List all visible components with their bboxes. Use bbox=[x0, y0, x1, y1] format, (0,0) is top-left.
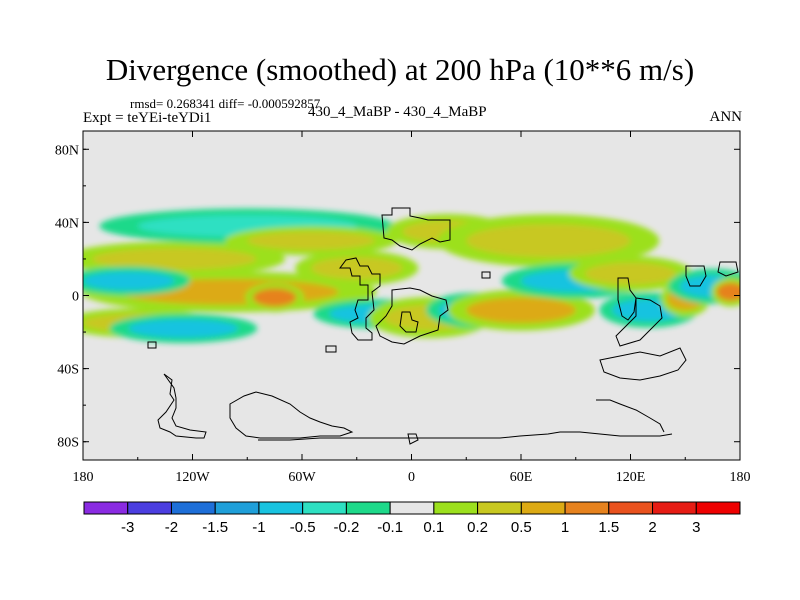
y-tick-label: 40S bbox=[57, 363, 79, 378]
colorbar-label: -0.2 bbox=[333, 519, 359, 536]
colorbar-swatch bbox=[170, 501, 216, 515]
colorbar-swatch bbox=[608, 501, 654, 515]
models-label: 430_4_MaBP - 430_4_MaBP bbox=[308, 104, 487, 120]
colorbar-swatch bbox=[652, 501, 697, 515]
coastline-africa-inner bbox=[399, 311, 419, 333]
x-tick-label: 120E bbox=[616, 470, 646, 485]
colorbar-label: -1.5 bbox=[202, 519, 228, 536]
coastline-antarctica-peninsula bbox=[407, 433, 419, 445]
coastline-south-america bbox=[229, 391, 354, 439]
coastline-south-west bbox=[157, 373, 207, 439]
divergence-field bbox=[83, 208, 740, 344]
coastline-africa bbox=[375, 287, 449, 345]
axis-ticks: 180 120W 60W 0 60E 120E 180 80N 40N 0 40S 80S bbox=[55, 131, 751, 485]
coastline-europe bbox=[381, 207, 451, 251]
colorbar-label: -0.1 bbox=[377, 519, 403, 536]
coastline-small-islands bbox=[147, 271, 491, 353]
coastline-australia bbox=[599, 347, 687, 381]
x-tick-label: 180 bbox=[73, 470, 94, 485]
colorbar-label: 3 bbox=[692, 519, 700, 536]
colorbar-label: 0.2 bbox=[467, 519, 488, 536]
x-tick-label: 60E bbox=[510, 470, 533, 485]
coastline-antarctica bbox=[258, 431, 673, 441]
colorbar: -3 -2 -1.5 -1 -0.5 -0.2 -0.1 0.1 0.2 0.5 1 1.5 2 3 bbox=[83, 501, 741, 536]
colorbar-swatch bbox=[83, 501, 129, 515]
field-blob bbox=[584, 262, 677, 285]
coastline-asia-east bbox=[617, 277, 637, 321]
y-tick-label: 80N bbox=[55, 143, 79, 158]
colorbar-swatch bbox=[345, 501, 391, 515]
experiment-label: Expt = teYEi-teYDi1 bbox=[83, 110, 212, 126]
colorbar-swatch bbox=[389, 501, 435, 515]
coastline-south-indian bbox=[596, 399, 665, 433]
field-blob bbox=[92, 247, 257, 270]
colorbar-swatch bbox=[520, 501, 566, 515]
colorbar-swatch bbox=[564, 501, 610, 515]
colorbar-swatch bbox=[302, 501, 347, 515]
x-tick-label: 120W bbox=[175, 470, 210, 485]
field-blob bbox=[466, 224, 631, 258]
field-blob bbox=[83, 271, 175, 291]
season-label: ANN bbox=[709, 109, 743, 125]
field-blob bbox=[247, 231, 375, 250]
colorbar-label: 2 bbox=[648, 519, 656, 536]
colorbar-label: 1 bbox=[561, 519, 569, 536]
colorbar-swatch bbox=[127, 501, 172, 515]
colorbar-swatch bbox=[214, 501, 260, 515]
y-tick-label: 40N bbox=[55, 216, 79, 231]
colorbar-swatch bbox=[258, 501, 304, 515]
coastline-pacific-islands bbox=[685, 261, 739, 287]
colorbar-label: 0.1 bbox=[423, 519, 444, 536]
coastlines bbox=[147, 207, 739, 445]
chart-title: Divergence (smoothed) at 200 hPa (10**6 … bbox=[105, 52, 695, 87]
colorbar-swatch bbox=[695, 501, 741, 515]
colorbar-label: 0.5 bbox=[511, 519, 532, 536]
stats-label: rmsd= 0.268341 diff= -0.000592857 bbox=[130, 96, 321, 111]
colorbar-label: -3 bbox=[121, 519, 134, 536]
field-blob bbox=[716, 282, 740, 301]
field-blob bbox=[466, 297, 576, 323]
x-tick-label: 180 bbox=[730, 470, 751, 485]
colorbar-swatch bbox=[477, 501, 522, 515]
colorbar-label: -2 bbox=[165, 519, 178, 536]
field-blob bbox=[128, 319, 239, 338]
x-tick-label: 60W bbox=[288, 470, 316, 485]
colorbar-swatch bbox=[433, 501, 479, 515]
coastline-north-america bbox=[339, 257, 381, 341]
y-tick-label: 80S bbox=[57, 436, 79, 451]
colorbar-label: 1.5 bbox=[598, 519, 619, 536]
coastline-maritime bbox=[615, 297, 663, 347]
y-tick-label: 0 bbox=[72, 290, 79, 305]
x-tick-label: 0 bbox=[408, 470, 415, 485]
colorbar-label: -0.5 bbox=[290, 519, 316, 536]
colorbar-label: -1 bbox=[252, 519, 265, 536]
field-blob bbox=[252, 288, 297, 307]
